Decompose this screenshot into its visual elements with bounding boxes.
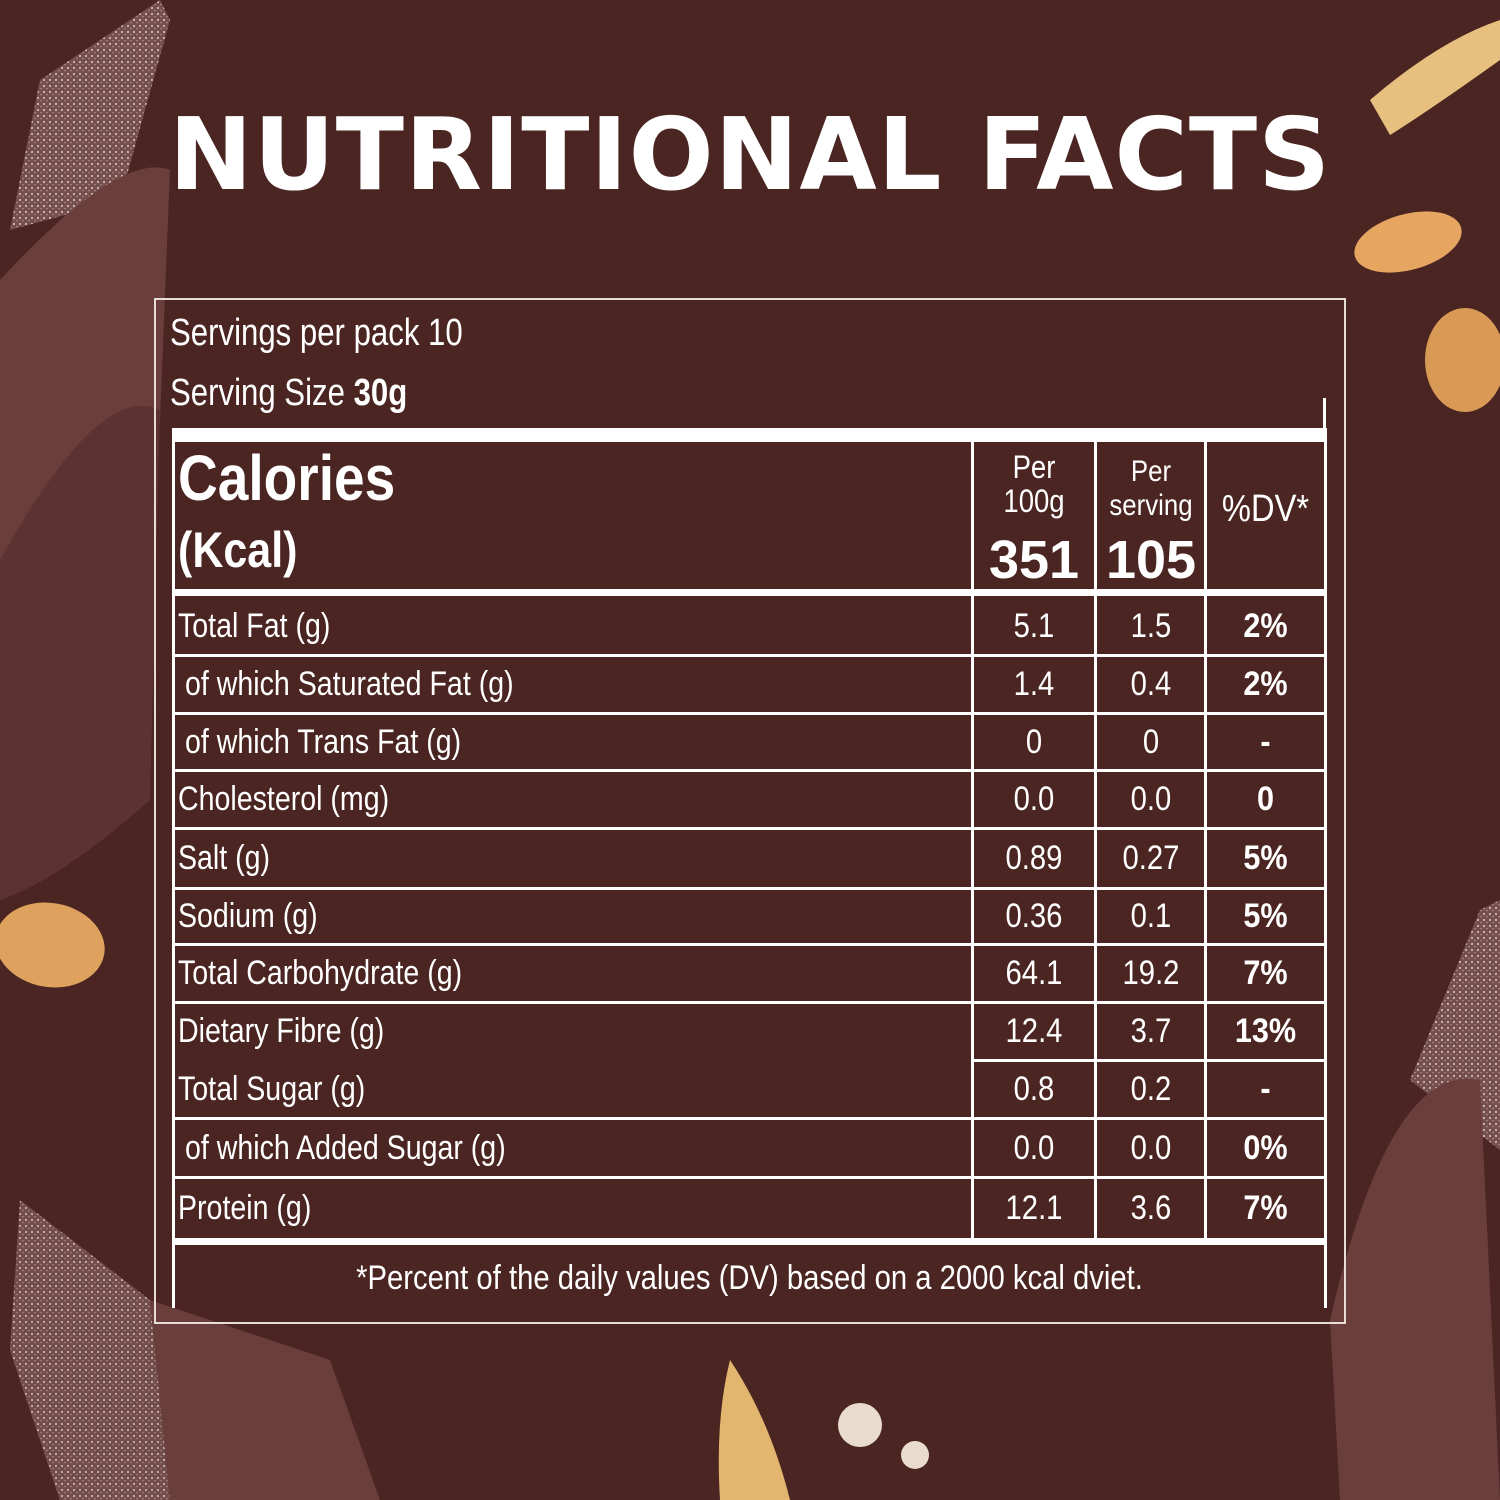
value-dv: 7%	[1243, 1188, 1288, 1227]
value-per-serving: 3.6	[1130, 1188, 1172, 1227]
leaf-shape-left-2	[0, 405, 160, 900]
nutrient-label: of which Added Sugar (g)	[185, 1128, 506, 1167]
per-100g-header: Per 100g	[982, 450, 1085, 518]
value-per-serving: 1.5	[1130, 606, 1172, 645]
serving-size-label: Serving Size	[170, 372, 345, 414]
per-100g-header-line2: 100g	[1003, 483, 1065, 519]
value-dv: 7%	[1243, 954, 1288, 992]
column-divider-3	[1204, 442, 1207, 1238]
value-per-serving: 0.0	[1130, 780, 1172, 818]
per-serving-header: Per serving	[1105, 455, 1198, 523]
value-per-100g: 0.8	[1013, 1070, 1055, 1108]
table-top-bar	[172, 428, 1327, 442]
column-divider-2	[1094, 442, 1097, 1238]
value-per-serving: 0.0	[1130, 1128, 1172, 1167]
nutrient-label: Sodium (g)	[178, 897, 318, 935]
row-separator	[172, 1001, 1327, 1004]
calories-per-100g: 351	[988, 530, 1080, 590]
value-per-100g: 64.1	[1005, 954, 1063, 992]
seed-1	[838, 1403, 882, 1447]
dv-header: %DV*	[1221, 488, 1310, 530]
value-per-serving: 0.1	[1130, 897, 1172, 935]
leaf-shape-top-left	[10, 0, 170, 230]
calories-label: Calories	[178, 442, 396, 514]
nutrition-panel-frame	[154, 298, 1346, 1324]
row-separator	[172, 827, 1327, 830]
nutrient-label: Protein (g)	[178, 1188, 312, 1227]
footnote: *Percent of the daily values (DV) based …	[356, 1259, 1143, 1297]
value-per-serving: 0.2	[1130, 1070, 1172, 1108]
calories-unit: (Kcal)	[178, 522, 298, 578]
value-per-serving: 0.27	[1122, 839, 1180, 877]
value-dv: 0%	[1243, 1128, 1288, 1167]
nutrient-label: of which Trans Fat (g)	[185, 722, 462, 761]
leaf-shape-bottom-right	[1330, 1078, 1500, 1500]
nutrient-label: Total Fat (g)	[178, 606, 331, 645]
nutrition-table	[172, 428, 1327, 1308]
nutrient-label: Total Sugar (g)	[178, 1070, 366, 1108]
oat-flake-1	[1354, 211, 1462, 273]
value-per-serving: 3.7	[1130, 1012, 1172, 1050]
value-dv: 5%	[1243, 839, 1288, 877]
serving-size-value: 30g	[353, 372, 408, 414]
per-serving-header-line1: Per	[1130, 455, 1172, 488]
nutrient-label: Dietary Fibre (g)	[178, 1012, 385, 1050]
value-per-100g: 0.36	[1005, 897, 1063, 935]
serving-size: Serving Size 30g	[170, 372, 407, 415]
value-dv: -	[1260, 1070, 1271, 1108]
nutrient-label: of which Saturated Fat (g)	[185, 665, 514, 703]
leaf-shape-left	[0, 167, 170, 560]
row-separator	[172, 769, 1327, 772]
value-dv: 0	[1256, 780, 1275, 818]
row-separator	[172, 1176, 1327, 1179]
row-separator	[172, 654, 1327, 657]
value-dv: -	[1260, 722, 1271, 761]
oat-flake-3	[0, 902, 105, 988]
nutrient-label: Cholesterol (mg)	[178, 780, 390, 818]
row-separator	[172, 712, 1327, 715]
value-per-100g: 0	[1025, 722, 1043, 761]
frame-divider	[1323, 398, 1326, 436]
value-per-100g: 0.0	[1013, 780, 1055, 818]
oat-husk-bottom	[718, 1360, 790, 1500]
value-per-serving: 0.4	[1130, 665, 1172, 703]
page-title: NUTRITIONAL FACTS	[168, 96, 1332, 213]
calories-per-serving: 105	[1105, 530, 1197, 590]
per-serving-header-line2: serving	[1109, 489, 1193, 522]
value-per-100g: 0.89	[1005, 839, 1063, 877]
value-dv: 2%	[1243, 606, 1288, 645]
value-per-serving: 0	[1142, 722, 1160, 761]
row-separator	[971, 1059, 1327, 1062]
oat-husk-top-right	[1370, 20, 1500, 135]
row-separator	[172, 1117, 1327, 1120]
value-per-serving: 19.2	[1122, 954, 1180, 992]
servings-per-pack: Servings per pack 10	[170, 312, 463, 354]
leaf-shape-bottom-left-2	[150, 1300, 380, 1500]
value-dv: 5%	[1243, 897, 1288, 935]
footer-divider	[172, 1238, 1327, 1245]
oat-flake-2	[1425, 308, 1500, 412]
value-per-100g: 12.1	[1005, 1188, 1063, 1227]
row-separator	[172, 943, 1327, 946]
value-per-100g: 0.0	[1013, 1128, 1055, 1167]
value-per-100g: 5.1	[1013, 606, 1055, 645]
column-divider-1	[971, 442, 974, 1238]
value-per-100g: 12.4	[1005, 1012, 1063, 1050]
nutrient-label: Salt (g)	[178, 839, 271, 877]
value-per-100g: 1.4	[1013, 665, 1055, 703]
row-separator	[172, 887, 1327, 890]
leaf-shape-bottom-left	[10, 1200, 170, 1500]
calories-divider	[172, 589, 1327, 596]
nutrient-label: Total Carbohydrate (g)	[178, 954, 463, 992]
seed-2	[901, 1441, 929, 1469]
value-dv: 13%	[1234, 1012, 1297, 1050]
value-dv: 2%	[1243, 665, 1288, 703]
per-100g-header-line1: Per	[1012, 449, 1056, 485]
